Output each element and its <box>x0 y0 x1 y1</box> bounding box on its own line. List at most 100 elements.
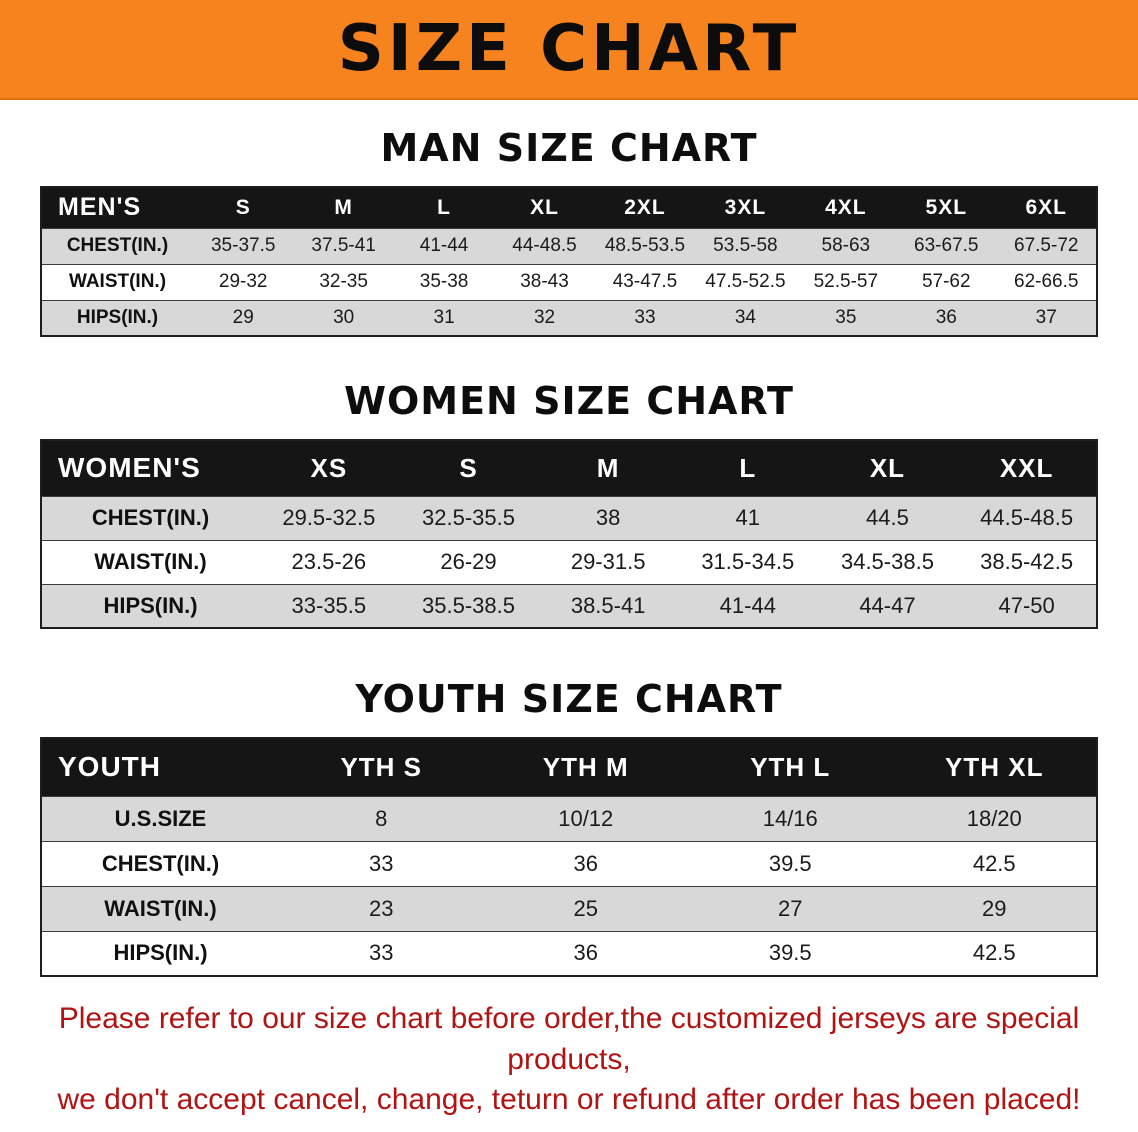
value-cell: 32.5-35.5 <box>422 505 515 530</box>
value-cell: 39.5 <box>768 850 812 876</box>
table-row: CHEST(IN.) 35-37.5 37.5-41 41-44 44-48.5 48.5… <box>41 228 1097 264</box>
value-cell: 53.5-58 <box>713 235 778 256</box>
value-cell: 35-37.5 <box>210 235 276 256</box>
table-row: WAIST(IN.) 23.5-26 26-29 29-31.5 31.5-34.5 34… <box>41 540 1097 584</box>
value-cell: 38 <box>595 505 621 530</box>
size-header-cell: YTH XL <box>892 738 1097 796</box>
size-header-cell: 4XL <box>795 187 897 228</box>
size-chart-banner: SIZE CHART <box>0 0 1138 100</box>
value-cell: 37 <box>1035 306 1057 328</box>
value-cell: 37.5-41 <box>311 235 376 256</box>
value-cell: 8 <box>375 805 388 831</box>
value-cell: 30 <box>333 306 355 328</box>
disclaimer: Please refer to our size chart before or… <box>0 999 1138 1121</box>
women-size-table: WOMEN'S XS S M L XL XXL CHEST(IN.) 29.5-32.5 32.… <box>40 439 1098 629</box>
women-section: WOMEN SIZE CHART WOMEN'S XS S M L XL XXL CHEST… <box>0 379 1138 629</box>
value-cell: 35 <box>835 306 857 328</box>
size-header-cell: YTH L <box>688 738 893 796</box>
value-cell: 41-44 <box>419 235 469 256</box>
value-cell: 33 <box>634 306 656 328</box>
value-cell: 36 <box>573 850 598 876</box>
size-header-cell: 3XL <box>695 187 796 228</box>
table-row: WAIST(IN.) 23 25 27 29 <box>41 886 1097 931</box>
youth-size-table: YOUTH YTH S YTH M YTH L YTH XL U.S.SIZE 8 10/1… <box>40 737 1098 977</box>
row-label-cell: HIPS(IN.) <box>103 592 198 618</box>
men-section-heading: MAN SIZE CHART <box>380 126 758 170</box>
value-cell: 23 <box>369 895 394 921</box>
table-row: U.S.SIZE 8 10/12 14/16 18/20 <box>41 796 1097 841</box>
size-header-cell: 5XL <box>896 187 997 228</box>
size-header-cell: M <box>538 440 678 496</box>
value-cell: 62-66.5 <box>1014 271 1079 292</box>
size-header-cell: XS <box>259 440 399 496</box>
row-label-cell: CHEST(IN.) <box>101 850 220 876</box>
size-header-cell: YTH M <box>483 738 688 796</box>
value-cell: 34 <box>734 306 756 328</box>
value-cell: 35-38 <box>419 271 469 292</box>
youth-section: YOUTH SIZE CHART YOUTH YTH S YTH M YTH L YTH… <box>0 677 1138 977</box>
table-title-cell: WOMEN'S <box>41 440 259 496</box>
men-header-row: MEN'S S M L XL 2XL 3XL 4XL 5XL 6XL <box>41 187 1097 228</box>
table-row: WAIST(IN.) 29-32 32-35 35-38 38-43 43-47.5 47.… <box>41 264 1097 300</box>
row-label-cell: CHEST(IN.) <box>66 235 169 256</box>
value-cell: 67.5-72 <box>1014 235 1079 256</box>
size-header-cell: M <box>293 187 394 228</box>
row-label-cell: CHEST(IN.) <box>91 505 210 530</box>
value-cell: 10/12 <box>558 805 614 831</box>
youth-table-body: U.S.SIZE 8 10/12 14/16 18/20 CHEST(IN.) 33 36 39… <box>41 796 1097 976</box>
value-cell: 26-29 <box>440 549 497 574</box>
youth-header-row: YOUTH YTH S YTH M YTH L YTH XL <box>41 738 1097 796</box>
row-label-cell: U.S.SIZE <box>114 805 207 831</box>
value-cell: 32 <box>533 306 556 328</box>
value-cell: 23.5-26 <box>291 549 367 574</box>
banner-title: SIZE CHART <box>337 12 801 86</box>
row-label-cell: WAIST(IN.) <box>94 549 207 574</box>
row-label-cell: HIPS(IN.) <box>76 306 159 328</box>
value-cell: 36 <box>935 306 957 328</box>
size-header-cell: 6XL <box>996 187 1097 228</box>
value-cell: 35.5-38.5 <box>422 592 515 618</box>
value-cell: 41-44 <box>719 592 776 618</box>
value-cell: 38-43 <box>520 271 569 292</box>
value-cell: 43-47.5 <box>612 271 678 292</box>
table-row: HIPS(IN.) 33 36 39.5 42.5 <box>41 931 1097 976</box>
value-cell: 44-48.5 <box>512 235 577 256</box>
table-row: CHEST(IN.) 29.5-32.5 32.5-35.5 38 41 44.5 44.5… <box>41 496 1097 540</box>
size-header-cell: S <box>193 187 294 228</box>
size-header-cell: XL <box>817 440 958 496</box>
value-cell: 18/20 <box>966 805 1022 831</box>
men-section: MAN SIZE CHART MEN'S S M L XL 2XL 3XL 4XL 5XL 6XL… <box>0 126 1138 337</box>
value-cell: 38.5-42.5 <box>980 549 1074 574</box>
table-row: HIPS(IN.) 29 30 31 32 33 34 35 36 37 <box>41 300 1097 336</box>
value-cell: 33 <box>369 850 394 876</box>
value-cell: 27 <box>778 895 803 921</box>
value-cell: 31 <box>433 306 455 328</box>
value-cell: 47.5-52.5 <box>705 271 786 292</box>
value-cell: 47-50 <box>998 592 1055 618</box>
value-cell: 33 <box>369 940 394 966</box>
value-cell: 44.5 <box>866 505 909 530</box>
value-cell: 29.5-32.5 <box>282 505 376 530</box>
size-header-cell: XXL <box>957 440 1097 496</box>
value-cell: 14/16 <box>762 805 818 831</box>
value-cell: 29-31.5 <box>570 549 646 574</box>
table-row: CHEST(IN.) 33 36 39.5 42.5 <box>41 841 1097 886</box>
value-cell: 42.5 <box>972 940 1016 966</box>
value-cell: 34.5-38.5 <box>840 549 934 574</box>
value-cell: 29 <box>982 895 1007 921</box>
disclaimer-line-1: Please refer to our size chart before or… <box>58 1002 1080 1076</box>
value-cell: 52.5-57 <box>813 271 879 292</box>
value-cell: 33-35.5 <box>291 592 367 618</box>
table-row: HIPS(IN.) 33-35.5 35.5-38.5 38.5-41 41-44 44-… <box>41 584 1097 628</box>
row-label-cell: HIPS(IN.) <box>113 940 208 966</box>
value-cell: 48.5-53.5 <box>604 235 686 256</box>
value-cell: 29 <box>232 306 254 328</box>
size-header-cell: S <box>398 440 539 496</box>
women-header-row: WOMEN'S XS S M L XL XXL <box>41 440 1097 496</box>
value-cell: 42.5 <box>972 850 1016 876</box>
value-cell: 44.5-48.5 <box>980 505 1074 530</box>
value-cell: 36 <box>573 940 598 966</box>
size-header-cell: 2XL <box>594 187 696 228</box>
value-cell: 25 <box>573 895 598 921</box>
row-label-cell: WAIST(IN.) <box>68 271 167 292</box>
